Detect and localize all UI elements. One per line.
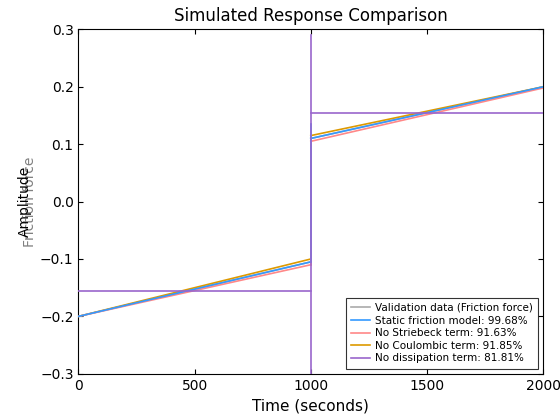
No Coulombic term: 91.85%: (843, -0.116): 91.85%: (843, -0.116) bbox=[271, 265, 278, 270]
No Coulombic term: 91.85%: (592, -0.141): 91.85%: (592, -0.141) bbox=[213, 280, 220, 285]
No Coulombic term: 91.85%: (595, -0.14): 91.85%: (595, -0.14) bbox=[213, 280, 220, 285]
No Coulombic term: 91.85%: (0, -0.2): 91.85%: (0, -0.2) bbox=[75, 314, 82, 319]
Y-axis label: Friction force: Friction force bbox=[23, 156, 37, 247]
Line: Validation data (Friction force): Validation data (Friction force) bbox=[78, 262, 311, 316]
Static friction model: 99.68%: (0, -0.2): 99.68%: (0, -0.2) bbox=[75, 314, 82, 319]
No Coulombic term: 91.85%: (906, -0.109): 91.85%: (906, -0.109) bbox=[286, 262, 292, 267]
Validation data (Friction force) bbox=[307, 259, 314, 265]
Validation data (Friction force) bbox=[271, 268, 278, 273]
No Striebeck term: 91.63%: (3.34, -0.2): 91.63%: (3.34, -0.2) bbox=[76, 314, 82, 319]
No Coulombic term: 91.85%: (3.34, -0.2): 91.85%: (3.34, -0.2) bbox=[76, 314, 82, 319]
Validation data (Friction force) bbox=[76, 314, 82, 319]
Line: No Coulombic term: 91.85%: No Coulombic term: 91.85% bbox=[78, 259, 311, 316]
No dissipation term: 81.81%: (0, -0.155): 81.81%: (0, -0.155) bbox=[75, 288, 82, 293]
No Striebeck term: 91.63%: (592, -0.147): 91.63%: (592, -0.147) bbox=[213, 284, 220, 289]
No Striebeck term: 91.63%: (595, -0.146): 91.63%: (595, -0.146) bbox=[213, 283, 220, 288]
Static friction model: 99.68%: (843, -0.12): 99.68%: (843, -0.12) bbox=[271, 268, 278, 273]
Static friction model: 99.68%: (1e+03, -0.105): 99.68%: (1e+03, -0.105) bbox=[307, 259, 314, 265]
Validation data (Friction force) bbox=[217, 281, 224, 286]
Legend: Validation data (Friction force), Static friction model: 99.68%, No Striebeck te: Validation data (Friction force), Static… bbox=[346, 298, 538, 369]
X-axis label: Time (seconds): Time (seconds) bbox=[253, 398, 369, 413]
No Striebeck term: 91.63%: (612, -0.145): 91.63%: (612, -0.145) bbox=[217, 282, 224, 287]
No Striebeck term: 91.63%: (1e+03, -0.11): 91.63%: (1e+03, -0.11) bbox=[307, 262, 314, 267]
No Striebeck term: 91.63%: (843, -0.124): 91.63%: (843, -0.124) bbox=[271, 270, 278, 276]
Static friction model: 99.68%: (595, -0.143): 99.68%: (595, -0.143) bbox=[213, 281, 220, 286]
Text: Amplitude: Amplitude bbox=[18, 166, 32, 237]
No Coulombic term: 91.85%: (612, -0.139): 91.85%: (612, -0.139) bbox=[217, 279, 224, 284]
No Striebeck term: 91.63%: (906, -0.118): 91.63%: (906, -0.118) bbox=[286, 267, 292, 272]
No Coulombic term: 91.85%: (1e+03, -0.1): 91.85%: (1e+03, -0.1) bbox=[307, 257, 314, 262]
Line: No Striebeck term: 91.63%: No Striebeck term: 91.63% bbox=[78, 265, 311, 316]
Line: Static friction model: 99.68%: Static friction model: 99.68% bbox=[78, 262, 311, 316]
Static friction model: 99.68%: (3.34, -0.2): 99.68%: (3.34, -0.2) bbox=[76, 314, 82, 319]
Title: Simulated Response Comparison: Simulated Response Comparison bbox=[174, 7, 447, 25]
No dissipation term: 81.81%: (1e+03, -0.155): 81.81%: (1e+03, -0.155) bbox=[307, 288, 314, 293]
No Striebeck term: 91.63%: (0, -0.2): 91.63%: (0, -0.2) bbox=[75, 314, 82, 319]
Static friction model: 99.68%: (906, -0.114): 99.68%: (906, -0.114) bbox=[286, 265, 292, 270]
Validation data (Friction force) bbox=[213, 281, 220, 286]
Static friction model: 99.68%: (612, -0.142): 99.68%: (612, -0.142) bbox=[217, 281, 224, 286]
Validation data (Friction force) bbox=[213, 281, 220, 286]
Validation data (Friction force) bbox=[286, 265, 292, 270]
Validation data (Friction force) bbox=[75, 314, 82, 319]
Static friction model: 99.68%: (592, -0.144): 99.68%: (592, -0.144) bbox=[213, 281, 220, 286]
